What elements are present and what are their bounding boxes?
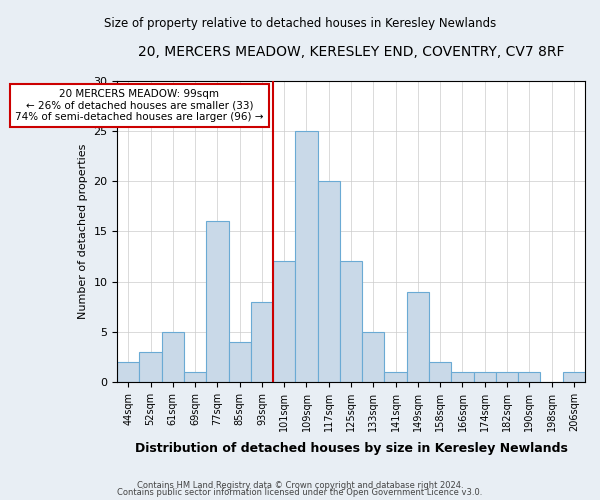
Title: 20, MERCERS MEADOW, KERESLEY END, COVENTRY, CV7 8RF: 20, MERCERS MEADOW, KERESLEY END, COVENT… — [138, 45, 565, 59]
Bar — [184, 372, 206, 382]
Bar — [518, 372, 541, 382]
Bar — [429, 362, 451, 382]
Bar — [385, 372, 407, 382]
Bar — [451, 372, 473, 382]
Bar — [206, 222, 229, 382]
Bar — [563, 372, 585, 382]
Text: 20 MERCERS MEADOW: 99sqm
← 26% of detached houses are smaller (33)
74% of semi-d: 20 MERCERS MEADOW: 99sqm ← 26% of detach… — [15, 89, 263, 122]
Bar — [117, 362, 139, 382]
Bar — [273, 262, 295, 382]
Bar — [473, 372, 496, 382]
Bar — [496, 372, 518, 382]
X-axis label: Distribution of detached houses by size in Keresley Newlands: Distribution of detached houses by size … — [134, 442, 568, 455]
Text: Size of property relative to detached houses in Keresley Newlands: Size of property relative to detached ho… — [104, 18, 496, 30]
Bar — [407, 292, 429, 382]
Bar — [139, 352, 161, 382]
Y-axis label: Number of detached properties: Number of detached properties — [78, 144, 88, 319]
Bar — [317, 182, 340, 382]
Bar — [362, 332, 385, 382]
Bar — [295, 131, 317, 382]
Bar — [340, 262, 362, 382]
Bar — [161, 332, 184, 382]
Bar — [229, 342, 251, 382]
Text: Contains public sector information licensed under the Open Government Licence v3: Contains public sector information licen… — [118, 488, 482, 497]
Text: Contains HM Land Registry data © Crown copyright and database right 2024.: Contains HM Land Registry data © Crown c… — [137, 480, 463, 490]
Bar — [251, 302, 273, 382]
